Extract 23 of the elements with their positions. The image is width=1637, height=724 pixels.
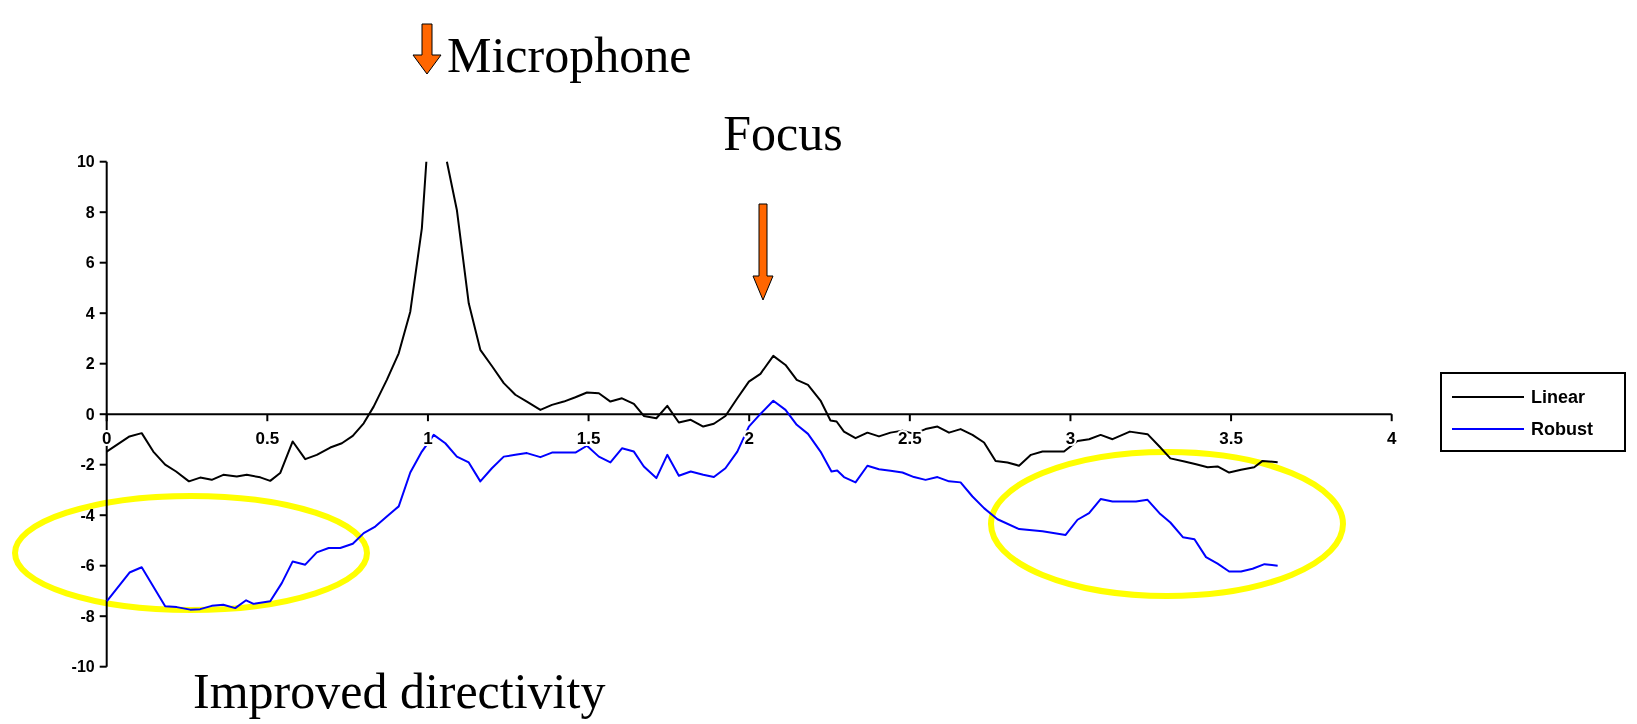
legend-label: Linear bbox=[1531, 387, 1586, 408]
y-tick-label: 2 bbox=[85, 355, 95, 373]
legend-label: Robust bbox=[1531, 419, 1593, 440]
x-tick-label: 1.5 bbox=[576, 429, 601, 449]
text: Focus bbox=[723, 105, 843, 161]
x-tick-label: 0.5 bbox=[255, 429, 280, 449]
y-tick-label: -6 bbox=[80, 557, 95, 575]
y-tick-label: 4 bbox=[85, 304, 95, 322]
y-tick-label: 0 bbox=[85, 405, 95, 423]
y-tick-label: -4 bbox=[80, 506, 95, 524]
y-tick-label: -8 bbox=[80, 607, 95, 625]
y-tick-label: 8 bbox=[85, 203, 95, 221]
annotation: Improved directivity bbox=[193, 663, 606, 719]
x-tick-label: 2 bbox=[744, 429, 754, 449]
x-tick-label: 2.5 bbox=[898, 429, 922, 449]
x-tick-label: 3.5 bbox=[1219, 429, 1243, 449]
x-tick-label: 4 bbox=[1386, 429, 1397, 449]
x-tick-label: 3 bbox=[1065, 429, 1076, 449]
y-tick-label: -10 bbox=[71, 658, 95, 676]
y-tick-label: 10 bbox=[76, 153, 95, 171]
text: Microphone bbox=[447, 27, 692, 83]
y-tick-label: -2 bbox=[80, 456, 95, 474]
y-tick-label: 6 bbox=[85, 254, 95, 272]
